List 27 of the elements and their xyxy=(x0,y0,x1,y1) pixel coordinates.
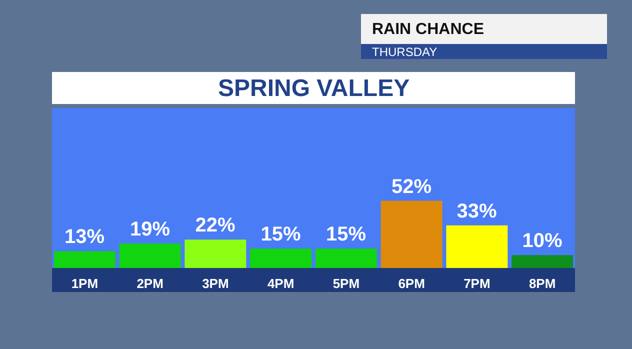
x-tick-label: 7PM xyxy=(464,276,490,291)
bar xyxy=(184,240,246,268)
x-tick-label: 5PM xyxy=(332,276,360,291)
data-label: 19% xyxy=(130,218,170,240)
data-label: 15% xyxy=(326,224,366,246)
bar xyxy=(446,225,508,268)
x-tick-label: 4PM xyxy=(267,276,294,291)
bar xyxy=(54,251,116,268)
x-tick-label: 8PM xyxy=(528,276,556,291)
data-label: 15% xyxy=(260,224,301,246)
x-tick-label: 1PM xyxy=(71,276,98,291)
bar xyxy=(250,248,312,268)
x-tick-label: 3PM xyxy=(202,276,229,291)
data-label: 10% xyxy=(522,230,562,252)
bar xyxy=(380,200,442,268)
data-label: 33% xyxy=(456,200,498,222)
bar xyxy=(315,248,377,268)
bar xyxy=(512,255,574,268)
x-tick-label: 2PM xyxy=(136,276,164,291)
data-label: 13% xyxy=(64,226,105,248)
bar xyxy=(119,243,181,268)
text: SPRING VALLEY xyxy=(218,75,410,102)
chart-subtitle: THURSDAY xyxy=(372,45,438,59)
x-tick-label: 6PM xyxy=(398,276,425,291)
chart-title: RAIN CHANCE xyxy=(372,21,484,38)
data-label: 22% xyxy=(195,214,236,237)
data-label: 52% xyxy=(391,176,432,198)
